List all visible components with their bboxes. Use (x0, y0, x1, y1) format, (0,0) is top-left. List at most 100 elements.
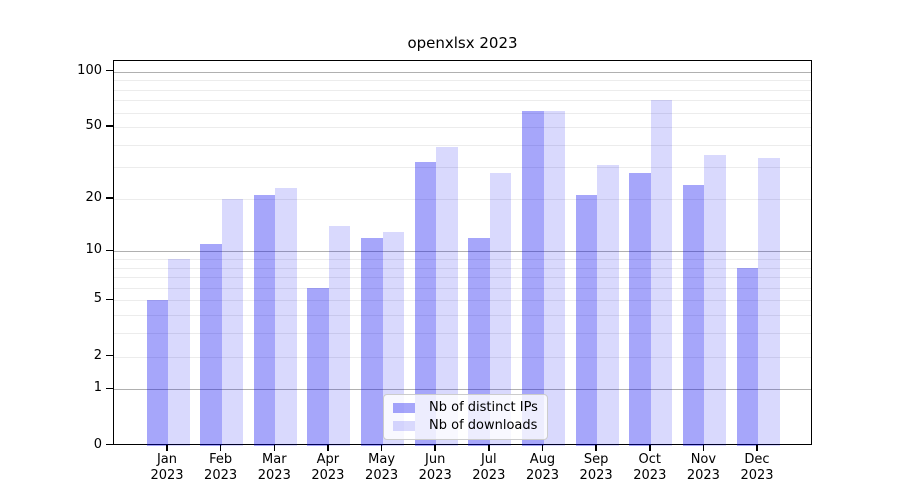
x-tick-Apr (327, 445, 329, 451)
x-label-month: Aug (529, 452, 556, 467)
bar-distinct-ips-Sep (575, 195, 598, 446)
x-label-month: Nov (690, 452, 717, 467)
x-label-year: 2023 (472, 468, 506, 483)
bar-downloads-Oct (650, 100, 673, 446)
y-tick-50 (106, 125, 113, 127)
gridline-10 (114, 251, 811, 253)
legend-label-downloads: Nb of downloads (429, 418, 538, 433)
y-tick-label-5: 5 (93, 291, 102, 307)
x-label-year: 2023 (418, 468, 452, 483)
x-label-year: 2023 (150, 468, 184, 483)
y-tick-10 (106, 249, 113, 251)
gridline-minor-6 (114, 287, 811, 289)
bar-distinct-ips-Nov (682, 184, 705, 446)
x-label-month: Dec (744, 452, 770, 467)
gridline-minor-9 (114, 259, 811, 260)
x-tick-label-Aug: Aug 2023 (516, 452, 570, 484)
gridline-minor-30 (114, 167, 811, 169)
x-label-year: 2023 (686, 468, 720, 483)
legend-item-downloads: Nb of downloads (390, 417, 541, 435)
bar-downloads-Nov (704, 155, 726, 446)
x-tick-label-Oct: Oct 2023 (623, 452, 677, 484)
bar-downloads-Jun (436, 146, 458, 446)
gridline-minor-90 (114, 80, 811, 82)
x-label-year: 2023 (257, 468, 291, 483)
gridline-minor-7 (114, 277, 811, 279)
legend-item-distinct-ips: Nb of distinct IPs (390, 399, 541, 417)
bar-distinct-ips-Oct (629, 172, 651, 446)
bar-distinct-ips-Jun (414, 162, 437, 446)
bar-downloads-Aug (543, 111, 565, 446)
bar-distinct-ips-Aug (522, 111, 544, 446)
y-tick-label-10: 10 (85, 242, 102, 258)
bar-downloads-Jul (489, 172, 512, 446)
x-tick-Aug (541, 445, 544, 451)
x-tick-Jun (434, 445, 436, 451)
bar-distinct-ips-Jan (146, 300, 168, 446)
y-tick-100 (106, 69, 113, 72)
bar-distinct-ips-May (361, 237, 383, 446)
x-tick-label-Mar: Mar 2023 (247, 452, 301, 484)
x-tick-label-May: May 2023 (355, 452, 409, 484)
bar-distinct-ips-Feb (200, 244, 222, 446)
x-tick-May (380, 445, 383, 451)
x-tick-Jan (166, 445, 168, 451)
y-tick-label-0: 0 (93, 436, 102, 452)
x-label-month: Sep (583, 452, 609, 467)
bar-downloads-Apr (328, 226, 351, 446)
gridline-minor-4 (114, 315, 811, 317)
x-tick-Dec (756, 445, 758, 451)
x-tick-Nov (702, 445, 705, 451)
bar-downloads-Dec (758, 157, 780, 446)
legend-label-distinct-ips: Nb of distinct IPs (429, 400, 538, 415)
x-label-month: Jan (156, 452, 178, 467)
x-label-year: 2023 (204, 468, 238, 483)
legend: Nb of distinct IPs Nb of downloads (383, 394, 548, 440)
x-label-year: 2023 (633, 468, 667, 483)
x-label-year: 2023 (579, 468, 613, 483)
x-tick-Mar (273, 445, 275, 451)
y-tick-label-100: 100 (77, 62, 102, 78)
bar-downloads-May (382, 231, 405, 446)
x-tick-label-Feb: Feb 2023 (194, 452, 248, 484)
x-tick-label-Nov: Nov 2023 (676, 452, 730, 484)
bar-downloads-Sep (597, 164, 619, 446)
gridline-50 (114, 127, 811, 128)
y-tick-2 (106, 354, 113, 357)
x-tick-Feb (219, 445, 222, 451)
x-label-year: 2023 (740, 468, 774, 483)
bar-downloads-Jan (168, 259, 190, 446)
legend-swatch-distinct-ips (393, 403, 415, 413)
gridline-minor-3 (114, 333, 811, 335)
gridline-5 (114, 300, 811, 302)
chart-title: openxlsx 2023 (407, 34, 518, 52)
y-tick-label-2: 2 (93, 347, 102, 363)
x-label-month: Jul (480, 452, 497, 467)
x-tick-label-Apr: Apr 2023 (301, 452, 355, 484)
y-tick-20 (106, 197, 113, 199)
gridline-minor-60 (114, 112, 811, 114)
x-tick-label-Jun: Jun 2023 (408, 452, 462, 484)
bar-distinct-ips-Mar (253, 195, 276, 446)
legend-swatch-downloads (393, 421, 415, 431)
x-label-month: Oct (638, 452, 662, 467)
y-tick-label-20: 20 (85, 189, 102, 205)
x-label-year: 2023 (525, 468, 560, 483)
gridline-20 (114, 198, 811, 200)
bar-distinct-ips-Dec (736, 267, 758, 446)
gridline-2 (114, 356, 811, 358)
x-label-year: 2023 (311, 468, 345, 483)
x-label-month: Apr (316, 452, 340, 467)
bar-downloads-Feb (221, 198, 244, 446)
x-tick-label-Sep: Sep 2023 (569, 452, 623, 484)
y-tick-label-1: 1 (93, 380, 102, 396)
x-tick-Sep (595, 445, 597, 451)
gridline-1 (114, 389, 811, 391)
plot-area (113, 60, 812, 446)
gridline-minor-70 (114, 100, 811, 102)
x-tick-label-Dec: Dec 2023 (730, 452, 784, 484)
x-label-month: Feb (209, 452, 233, 467)
gridline-minor-80 (114, 89, 811, 91)
x-tick-label-Jan: Jan 2023 (140, 452, 194, 484)
